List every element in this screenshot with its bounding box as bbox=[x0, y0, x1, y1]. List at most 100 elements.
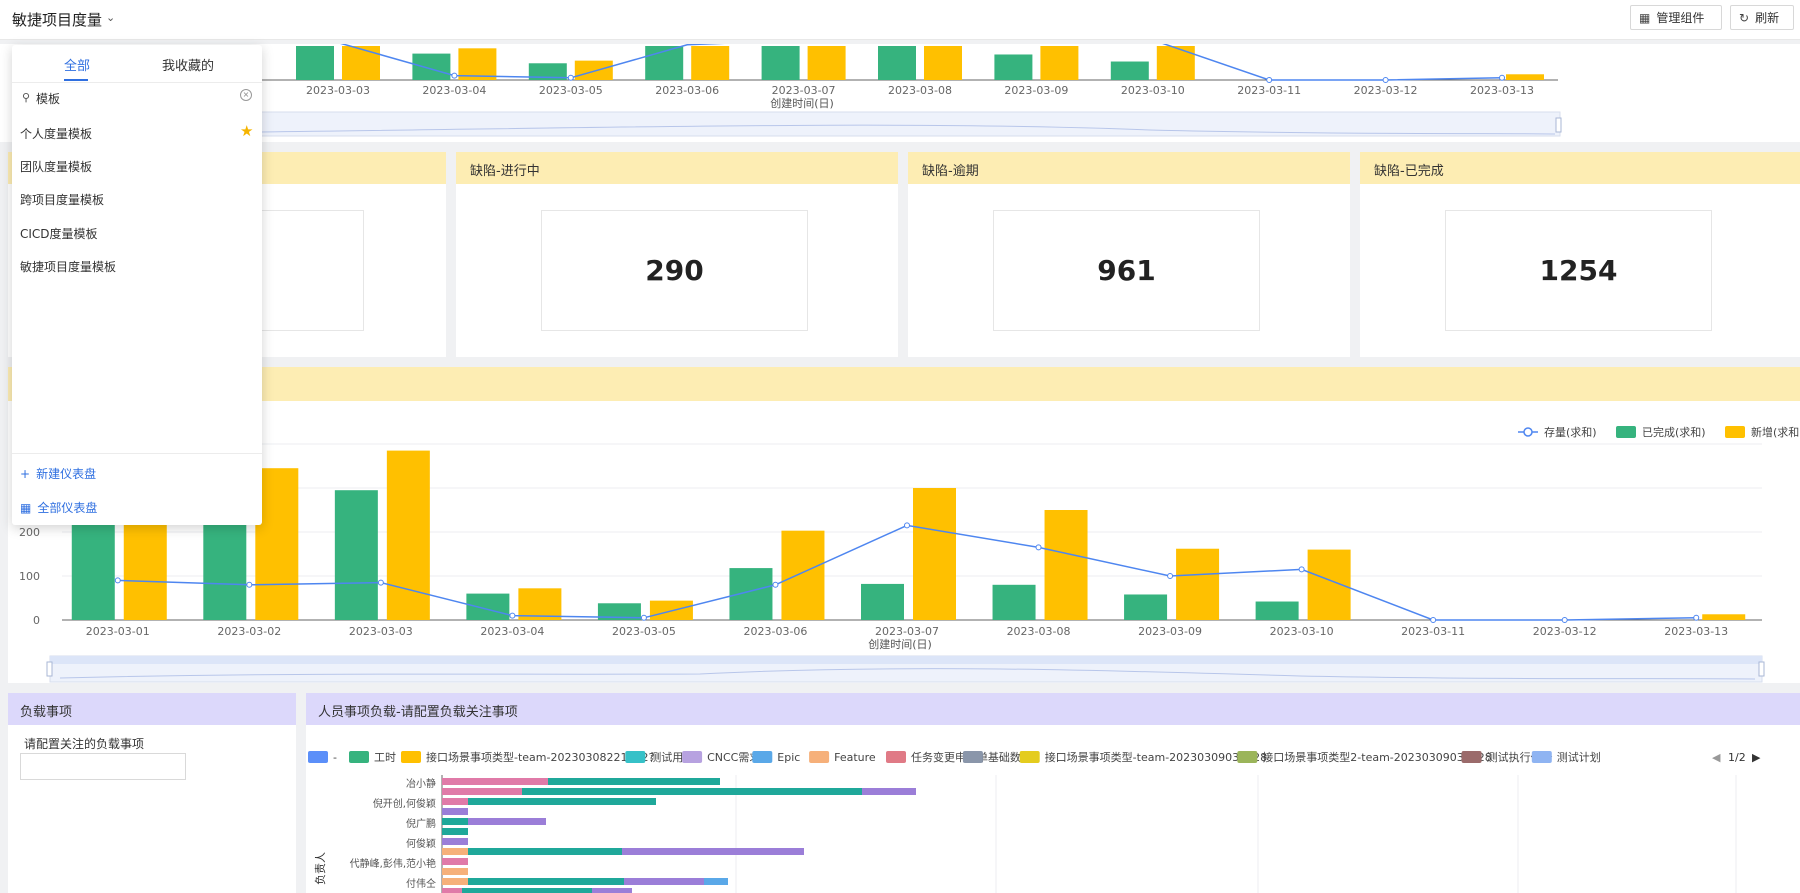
legend-label: Epic bbox=[777, 751, 800, 764]
x-tick-label: 2023-03-06 bbox=[743, 625, 807, 638]
star-icon[interactable]: ★ bbox=[240, 122, 254, 140]
bar bbox=[334, 490, 378, 620]
legend-swatch bbox=[1616, 426, 1636, 438]
divider bbox=[12, 82, 262, 83]
legend-prev-icon: ◀ bbox=[1712, 751, 1721, 764]
y-tick-label: 倪开创,何俊颖 bbox=[373, 797, 436, 810]
dashboard-item[interactable]: 团队度量模板 bbox=[20, 160, 93, 174]
legend-swatch bbox=[809, 751, 830, 763]
new-dashboard-label: 新建仪表盘 bbox=[36, 467, 97, 481]
line-point bbox=[377, 579, 384, 586]
tab-favorites[interactable]: 我收藏的 bbox=[162, 59, 215, 74]
bar bbox=[255, 468, 299, 620]
zoom-handle-right bbox=[1758, 661, 1765, 677]
bar-segment bbox=[442, 788, 522, 795]
dashboard-item[interactable]: 敏捷项目度量模板 bbox=[20, 260, 117, 274]
line-point bbox=[509, 612, 516, 619]
y-tick-label: 100 bbox=[19, 570, 40, 583]
metric-card-overdue: 缺陷-逾期 961 bbox=[908, 152, 1350, 357]
load-items-input[interactable] bbox=[20, 753, 186, 780]
bar bbox=[691, 46, 730, 80]
bar bbox=[1506, 74, 1544, 80]
manage-components-button[interactable]: ▦ 管理组件 bbox=[1630, 5, 1722, 30]
top-trend-chart-panel: 2023-03-03 2023-03-04 2023-03-05 2023-03-06… bbox=[0, 39, 1800, 142]
all-dashboards-label: 全部仪表盘 bbox=[37, 501, 98, 515]
x-tick-label: 2023-03-13 bbox=[1664, 625, 1728, 638]
legend-label: 测试计划 bbox=[1557, 751, 1601, 764]
bar bbox=[1110, 61, 1149, 80]
line-point bbox=[1298, 566, 1305, 573]
legend-label: 接口场景事项类型-team-20230308221702? bbox=[426, 750, 654, 764]
line-point bbox=[114, 577, 121, 584]
legend-label: - bbox=[333, 751, 337, 764]
refresh-button[interactable]: ↻ 刷新 bbox=[1730, 5, 1794, 30]
bar-segment bbox=[704, 878, 728, 885]
legend-swatch bbox=[1725, 426, 1745, 438]
refresh-label: 刷新 bbox=[1755, 11, 1780, 25]
dashboard-selector[interactable]: 敏捷项目度量 bbox=[12, 11, 103, 29]
bar bbox=[1040, 46, 1079, 80]
new-dashboard-link[interactable]: + 新建仪表盘 bbox=[20, 465, 96, 482]
zoom-handle-left bbox=[46, 661, 53, 677]
panel-header: 人员事项负载-请配置负载关注事项 bbox=[306, 693, 1800, 725]
bar bbox=[1156, 46, 1195, 80]
active-tab-indicator bbox=[64, 79, 88, 81]
line-point bbox=[1430, 617, 1437, 623]
people-workload-chart: - 工时 接口场景事项类型-team-20230308221702?测试用例 CNCC… bbox=[308, 750, 1761, 893]
bar-segment bbox=[548, 778, 720, 785]
legend-label: 接口场景事项类型2-team-20230309033228 bbox=[1262, 750, 1491, 764]
dashboard-item[interactable]: 跨项目度量模板 bbox=[20, 193, 105, 207]
legend-swatch bbox=[886, 751, 906, 763]
dashboard-item[interactable]: 个人度量模板 bbox=[20, 127, 93, 141]
x-tick-label: 2023-03-04 bbox=[422, 84, 486, 97]
legend-swatch bbox=[1531, 751, 1552, 763]
x-tick-label: 2023-03-12 bbox=[1533, 625, 1597, 638]
bar bbox=[412, 53, 451, 80]
metric-value: 961 bbox=[993, 210, 1260, 331]
bar-segment bbox=[862, 788, 916, 795]
card-header: 缺陷-逾期 bbox=[908, 152, 1350, 184]
legend-swatch bbox=[752, 751, 773, 763]
bar bbox=[386, 450, 430, 620]
bar bbox=[1044, 510, 1088, 620]
bar bbox=[574, 60, 613, 80]
bar-segment bbox=[468, 878, 624, 885]
bar-segment bbox=[442, 868, 468, 875]
bar-segment bbox=[442, 798, 468, 805]
bar bbox=[878, 46, 916, 80]
x-tick-label: 2023-03-09 bbox=[1138, 625, 1202, 638]
x-tick-label: 2023-03-06 bbox=[655, 84, 719, 97]
x-tick-label: 2023-03-04 bbox=[480, 625, 544, 638]
bar bbox=[994, 54, 1033, 80]
legend-next-icon: ▶ bbox=[1752, 751, 1761, 764]
search-input[interactable] bbox=[36, 89, 216, 107]
y-tick-label: 倪广鹏 bbox=[406, 817, 436, 830]
x-tick-label: 2023-03-02 bbox=[217, 625, 281, 638]
zoom-preview bbox=[259, 124, 1556, 135]
legend-label: Feature bbox=[834, 751, 876, 764]
y-tick-label: 代静峰,彭伟,范小艳 bbox=[350, 857, 436, 870]
line-point bbox=[451, 72, 458, 79]
y-tick-label: 何俊颖 bbox=[406, 837, 436, 850]
grid-icon: ▦ bbox=[20, 501, 32, 515]
legend-marker bbox=[1523, 427, 1533, 437]
line-point bbox=[1561, 617, 1568, 623]
chevron-down-icon[interactable]: ⌄ bbox=[106, 11, 116, 24]
legend-swatch bbox=[349, 751, 369, 763]
bar-segment bbox=[442, 778, 548, 785]
grid-icon: ▦ bbox=[1639, 10, 1651, 25]
all-dashboards-link[interactable]: ▦ 全部仪表盘 bbox=[20, 499, 97, 516]
y-tick-label: 200 bbox=[19, 526, 40, 539]
legend-label: 存量(求和) bbox=[1544, 425, 1597, 439]
x-tick-label: 2023-03-03 bbox=[306, 84, 370, 97]
tab-all[interactable]: 全部 bbox=[64, 59, 91, 74]
dashboard-item[interactable]: CICD度量模板 bbox=[20, 227, 98, 241]
line-point bbox=[1035, 544, 1042, 551]
series-line bbox=[337, 39, 1503, 81]
legend-swatch bbox=[1019, 751, 1040, 763]
legend-page: 1/2 bbox=[1728, 751, 1746, 764]
clear-icon[interactable]: × bbox=[240, 89, 252, 101]
bar bbox=[1176, 548, 1220, 620]
bar bbox=[781, 530, 825, 620]
legend-swatch bbox=[962, 751, 983, 763]
